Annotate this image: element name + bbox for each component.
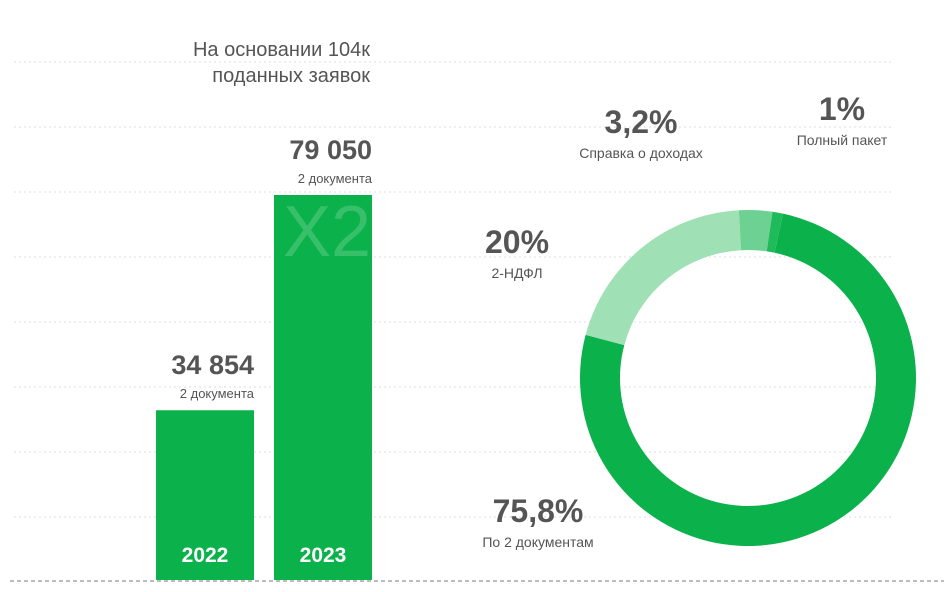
donut-labels: 75,8% По 2 документам 20% 2-НДФЛ 3,2% Справка… [482, 91, 888, 550]
bar-value-label: 34 854 [171, 350, 254, 380]
donut-slice [585, 210, 742, 346]
multiplier-watermark: X2 [283, 192, 371, 272]
caption-line-1: На основании 104к [193, 39, 370, 61]
bar-category-label: 2023 [300, 544, 347, 567]
donut-slice-label: Полный пакет [797, 132, 888, 148]
bar-value-label: 79 050 [289, 135, 372, 165]
donut-slice-label: Справка о доходах [579, 145, 703, 161]
bar-sublabel: 2 документа [180, 386, 255, 401]
bar-category-label: 2022 [182, 544, 229, 567]
bar-2022 [156, 410, 254, 580]
donut-value-label: 1% [819, 91, 865, 127]
bar-sublabel: 2 документа [298, 171, 373, 186]
bar-2023 [274, 195, 372, 580]
donut-slice [738, 210, 773, 252]
bar-chart: 2022 34 854 2 документа 2023 79 050 2 докумен… [156, 135, 373, 580]
donut-chart [580, 210, 916, 546]
donut-value-label: 20% [485, 224, 549, 260]
donut-slice [766, 211, 783, 253]
donut-slice-label: По 2 документам [482, 534, 593, 550]
caption-line-2: поданных заявок [212, 65, 370, 87]
donut-slice-label: 2-НДФЛ [491, 265, 542, 281]
grid-lines [14, 61, 892, 518]
donut-value-label: 3,2% [605, 104, 678, 140]
donut-value-label: 75,8% [493, 493, 584, 529]
